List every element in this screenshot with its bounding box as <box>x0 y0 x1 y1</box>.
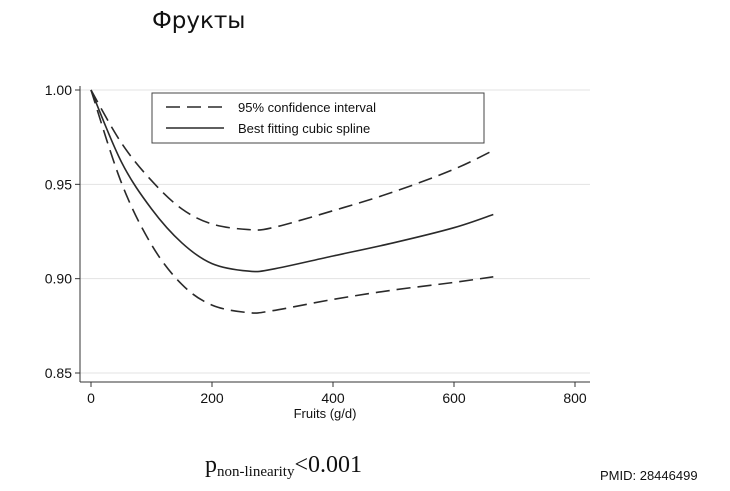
chart: 0.85 0.90 0.95 1.00 0 200 400 600 800 Fruits (g/d… <box>45 82 590 421</box>
legend-label-spline: Best fitting cubic spline <box>238 121 370 136</box>
x-tick-label-2: 400 <box>321 390 345 406</box>
ci-upper-line <box>90 89 494 231</box>
x-tick-label-4: 800 <box>563 390 587 406</box>
x-tick-label-0: 0 <box>87 390 95 406</box>
p-symbol: p <box>205 452 217 478</box>
chart-panel: 0.85 0.90 0.95 1.00 0 200 400 600 800 Fruits (g/d… <box>0 62 600 442</box>
p-subscript: non-linearity <box>217 464 295 480</box>
y-tick-label-0: 0.85 <box>45 365 72 381</box>
p-value: <0.001 <box>294 452 363 478</box>
page-title: Фрукты <box>152 8 246 34</box>
ci-lower-line <box>90 89 494 314</box>
x-tick-label-1: 200 <box>200 390 224 406</box>
x-axis-title: Fruits (g/d) <box>294 406 357 421</box>
y-tick-label-2: 0.95 <box>45 176 72 192</box>
legend-label-ci: 95% confidence interval <box>238 100 376 115</box>
pmid-label: PMID: 28446499 <box>600 468 698 483</box>
p-nonlinearity: pnon-linearity<0.001 <box>205 452 362 481</box>
x-tick-label-3: 600 <box>442 390 466 406</box>
y-tick-label-1: 0.90 <box>45 271 72 287</box>
legend-box <box>151 92 485 144</box>
y-tick-label-3: 1.00 <box>45 82 72 98</box>
spline-line <box>90 89 494 273</box>
